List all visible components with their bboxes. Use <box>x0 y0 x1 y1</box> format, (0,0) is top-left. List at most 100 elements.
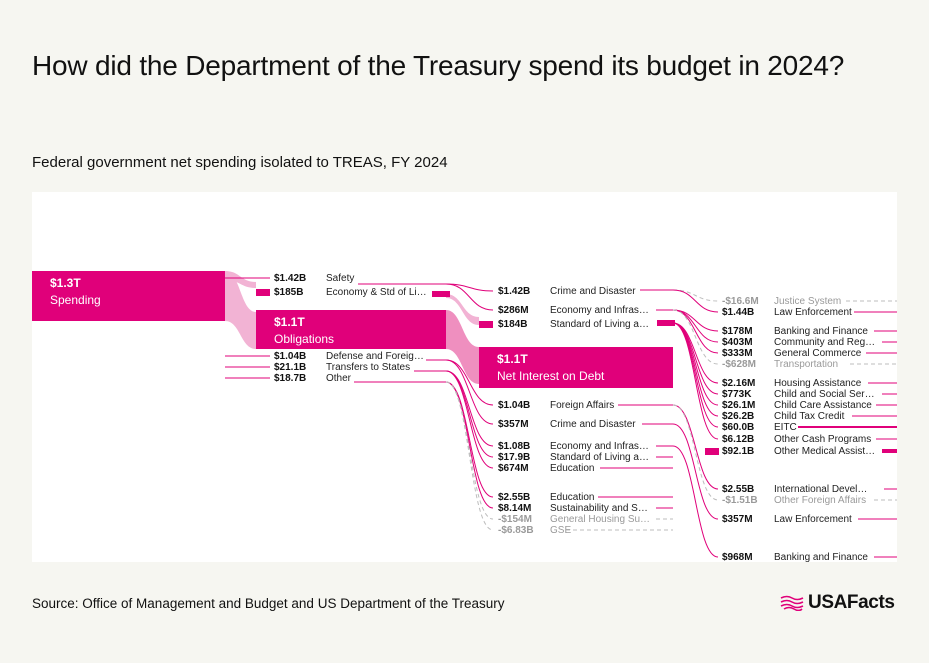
col2-value: $1.08B <box>498 441 530 452</box>
col3-link <box>672 423 719 520</box>
col2-label: Sustainability and S… <box>550 503 648 514</box>
col2-value: $8.14M <box>498 503 531 514</box>
col3-value: $26.2B <box>722 411 754 422</box>
col2-value: $1.04B <box>498 400 530 411</box>
col3-label: Child and Social Ser… <box>774 389 875 400</box>
col1-value: $21.1B <box>274 362 306 373</box>
col3-link <box>672 322 719 440</box>
node-spending-value: $1.3T <box>50 276 81 290</box>
col2-link <box>445 381 494 531</box>
col2-label: Education <box>550 463 594 474</box>
col3-value: $968M <box>722 552 753 562</box>
col3-value: $6.12B <box>722 434 754 445</box>
flow-economy-stdliving <box>446 294 479 325</box>
col1-label: Defense and Foreig… <box>326 351 424 362</box>
col3-value: $60.0B <box>722 422 754 433</box>
col1-label: Economy & Std of Li… <box>326 287 427 298</box>
flow-obligations-interest <box>446 310 479 384</box>
col3-link <box>672 404 719 501</box>
col2-link <box>445 359 494 425</box>
col2-link <box>445 381 494 509</box>
col2-value: $357M <box>498 419 529 430</box>
col2-value: $17.9B <box>498 452 530 463</box>
col3-label: International Devel… <box>774 484 867 495</box>
col2-value: -$6.83B <box>498 525 534 536</box>
col3-value: $357M <box>722 514 753 525</box>
node-obligations-label: Obligations <box>274 332 334 346</box>
col1-label: Safety <box>326 273 354 284</box>
col3-label: Transportation <box>774 359 838 370</box>
col2-label: Economy and Infras… <box>550 441 649 452</box>
node-interest-label: Net Interest on Debt <box>497 369 605 383</box>
col2-label: Foreign Affairs <box>550 400 614 411</box>
col2-label: Standard of Living a… <box>550 319 649 330</box>
flow-spending-obligations <box>225 271 256 349</box>
col1-bar <box>256 289 270 296</box>
col3-value: $403M <box>722 337 753 348</box>
col3-label: Banking and Finance <box>774 326 868 337</box>
col3-label: Community and Reg… <box>774 337 875 348</box>
col3-value: $773K <box>722 389 752 400</box>
page-subtitle: Federal government net spending isolated… <box>32 154 448 171</box>
col1-label: Transfers to States <box>326 362 410 373</box>
col2-value: $184B <box>498 319 527 330</box>
col3-label: Other Medical Assist… <box>774 446 875 457</box>
col3-label: Banking and Finance <box>774 552 868 562</box>
col1-value: $18.7B <box>274 373 306 384</box>
sankey-svg: $1.3T Spending $1.1T Obligations $1.1T Net In… <box>32 271 897 562</box>
col3-value: -$16.6M <box>722 296 759 307</box>
col3-link <box>672 309 719 354</box>
col3-link <box>672 289 719 313</box>
col2-link <box>445 370 494 469</box>
col2-label: General Housing Su… <box>550 514 650 525</box>
col2-link <box>445 283 494 311</box>
col2-link <box>445 381 494 498</box>
col2-label: Standard of Living a… <box>550 452 649 463</box>
col3-label: Other Cash Programs <box>774 434 871 445</box>
col3-value: -$628M <box>722 359 756 370</box>
col2-value: $674M <box>498 463 529 474</box>
col2-value: -$154M <box>498 514 532 525</box>
col3-value: $333M <box>722 348 753 359</box>
col3-link <box>672 322 719 428</box>
col3-value: $2.55B <box>722 484 754 495</box>
col2-label: Crime and Disaster <box>550 286 636 297</box>
col3-value: -$1.51B <box>722 495 758 506</box>
page-title: How did the Department of the Treasury s… <box>32 50 845 81</box>
col1-label: Other <box>326 373 352 384</box>
node-obligations <box>256 310 446 349</box>
col2-label: GSE <box>550 525 571 536</box>
col3-value: $1.44B <box>722 307 754 318</box>
col3-value: $178M <box>722 326 753 337</box>
col1-value: $1.04B <box>274 351 306 362</box>
col2-bar <box>479 321 493 328</box>
col3-label: Law Enforcement <box>774 514 852 525</box>
col2-value: $2.55B <box>498 492 530 503</box>
col3-label: Child Tax Credit <box>774 411 845 422</box>
col3-value: $26.1M <box>722 400 755 411</box>
col3-link <box>672 445 719 558</box>
col3-label: Other Foreign Affairs <box>774 495 866 506</box>
col1-value: $185B <box>274 287 303 298</box>
col3-label: EITC <box>774 422 797 433</box>
col3-link <box>672 322 719 406</box>
usafacts-logo: USAFacts <box>780 592 895 614</box>
col3-label: Child Care Assistance <box>774 400 872 411</box>
col2-label: Economy and Infras… <box>550 305 649 316</box>
col2-link <box>445 381 494 520</box>
col3-link <box>672 289 719 302</box>
flow-spending-economy <box>225 271 256 288</box>
col2-value: $1.42B <box>498 286 530 297</box>
col2-label: Crime and Disaster <box>550 419 636 430</box>
node-spending <box>32 271 225 321</box>
col3-link <box>672 404 719 490</box>
logo-text: USAFacts <box>808 592 895 613</box>
col1-value: $1.42B <box>274 273 306 284</box>
col3-label: General Commerce <box>774 348 862 359</box>
col3-label: Law Enforcement <box>774 307 852 318</box>
node-interest-value: $1.1T <box>497 352 528 366</box>
col3-label: Justice System <box>774 296 841 307</box>
sankey-chart: $1.3T Spending $1.1T Obligations $1.1T Net In… <box>32 192 897 562</box>
col3-link <box>672 309 719 365</box>
flag-icon <box>780 595 804 611</box>
